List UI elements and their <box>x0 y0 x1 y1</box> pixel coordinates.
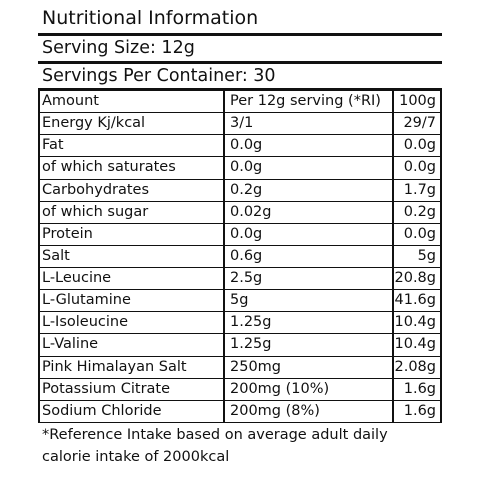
table-row: L-Isoleucine 1.25g 10.4g <box>38 312 442 335</box>
per-100g-value: 10.4g <box>394 314 437 331</box>
servings-per-container: Servings Per Container: 30 <box>42 66 276 86</box>
nutrient-name: Energy Kj/kcal <box>42 115 146 132</box>
per-100g-value: 0.2g <box>403 203 436 220</box>
divider <box>38 33 442 36</box>
per-serving-value: 250mg <box>230 358 282 375</box>
per-100g-value: 0.0g <box>403 137 436 154</box>
nutrient-name: Sodium Chloride <box>42 402 162 419</box>
table-row: Fat 0.0g 0.0g <box>38 135 442 158</box>
column-divider <box>223 91 225 423</box>
per-serving-value: 3/1 <box>230 115 254 132</box>
nutrition-label: Nutritional Information Serving Size: 12… <box>38 0 442 480</box>
nutrient-name: of which saturates <box>42 159 176 176</box>
per-serving-value: 1.25g <box>230 314 272 331</box>
table-row: of which sugar 0.02g 0.2g <box>38 202 442 224</box>
per-100g-value: 5g <box>417 247 436 264</box>
per-100g-value: 20.8g <box>394 270 437 286</box>
nutrient-name: L-Glutamine <box>42 292 131 309</box>
nutrient-name: Salt <box>42 247 70 264</box>
column-header: Amount <box>42 93 99 109</box>
per-serving-value: 1.25g <box>230 336 272 353</box>
column-divider <box>392 91 394 423</box>
table-row: Potassium Citrate 200mg (10%) 1.6g <box>38 379 442 401</box>
per-100g-value: 1.6g <box>403 402 436 419</box>
table-row: L-Leucine 2.5g 20.8g <box>38 268 442 291</box>
table-header-row: Amount Per 12g serving (*RI) 100g <box>38 91 442 114</box>
nutrition-table: Amount Per 12g serving (*RI) 100g Energy… <box>38 91 442 423</box>
per-serving-value: 5g <box>230 292 249 309</box>
column-header: Per 12g serving (*RI) <box>230 93 381 109</box>
nutrient-name: of which sugar <box>42 203 149 220</box>
per-100g-value: 1.7g <box>403 181 436 198</box>
nutrient-name: L-Leucine <box>42 270 112 286</box>
per-serving-value: 200mg (8%) <box>230 402 320 419</box>
per-serving-value: 0.02g <box>230 203 272 220</box>
table-row: Energy Kj/kcal 3/1 29/7 <box>38 113 442 136</box>
per-serving-value: 0.2g <box>230 181 263 198</box>
table-row: Salt 0.6g 5g <box>38 246 442 268</box>
per-100g-value: 29/7 <box>403 115 436 132</box>
per-serving-value: 2.5g <box>230 270 263 286</box>
divider <box>38 88 442 91</box>
table-row: Protein 0.0g 0.0g <box>38 224 442 246</box>
per-100g-value: 41.6g <box>394 292 437 309</box>
serving-size: Serving Size: 12g <box>42 38 195 58</box>
nutrient-name: Potassium Citrate <box>42 380 171 397</box>
nutrient-name: Pink Himalayan Salt <box>42 358 187 375</box>
per-serving-value: 200mg (10%) <box>230 380 330 397</box>
table-border-left <box>38 91 40 423</box>
table-row: L-Valine 1.25g 10.4g <box>38 334 442 357</box>
per-serving-value: 0.0g <box>230 225 263 242</box>
footnote: *Reference Intake based on average adult… <box>42 427 388 465</box>
table-row: Pink Himalayan Salt 250mg 2.08g <box>38 357 442 379</box>
table-row: L-Glutamine 5g 41.6g <box>38 290 442 313</box>
table-row: Carbohydrates 0.2g 1.7g <box>38 180 442 202</box>
nutrient-name: Fat <box>42 137 64 154</box>
per-100g-value: 10.4g <box>394 336 437 353</box>
per-serving-value: 0.0g <box>230 159 263 176</box>
per-100g-value: 2.08g <box>394 358 437 375</box>
per-100g-value: 1.6g <box>403 380 436 397</box>
label-title: Nutritional Information <box>42 7 259 29</box>
nutrient-name: L-Isoleucine <box>42 314 129 331</box>
nutrient-name: Carbohydrates <box>42 181 150 198</box>
table-row: of which saturates 0.0g 0.0g <box>38 157 442 180</box>
table-border-right <box>440 91 442 423</box>
table-row: Sodium Chloride 200mg (8%) 1.6g <box>38 401 442 423</box>
column-header: 100g <box>399 93 436 109</box>
per-serving-value: 0.6g <box>230 247 263 264</box>
nutrient-name: L-Valine <box>42 336 99 353</box>
nutrient-name: Protein <box>42 225 93 242</box>
per-serving-value: 0.0g <box>230 137 263 154</box>
per-100g-value: 0.0g <box>403 225 436 242</box>
divider <box>38 61 442 64</box>
per-100g-value: 0.0g <box>403 159 436 176</box>
